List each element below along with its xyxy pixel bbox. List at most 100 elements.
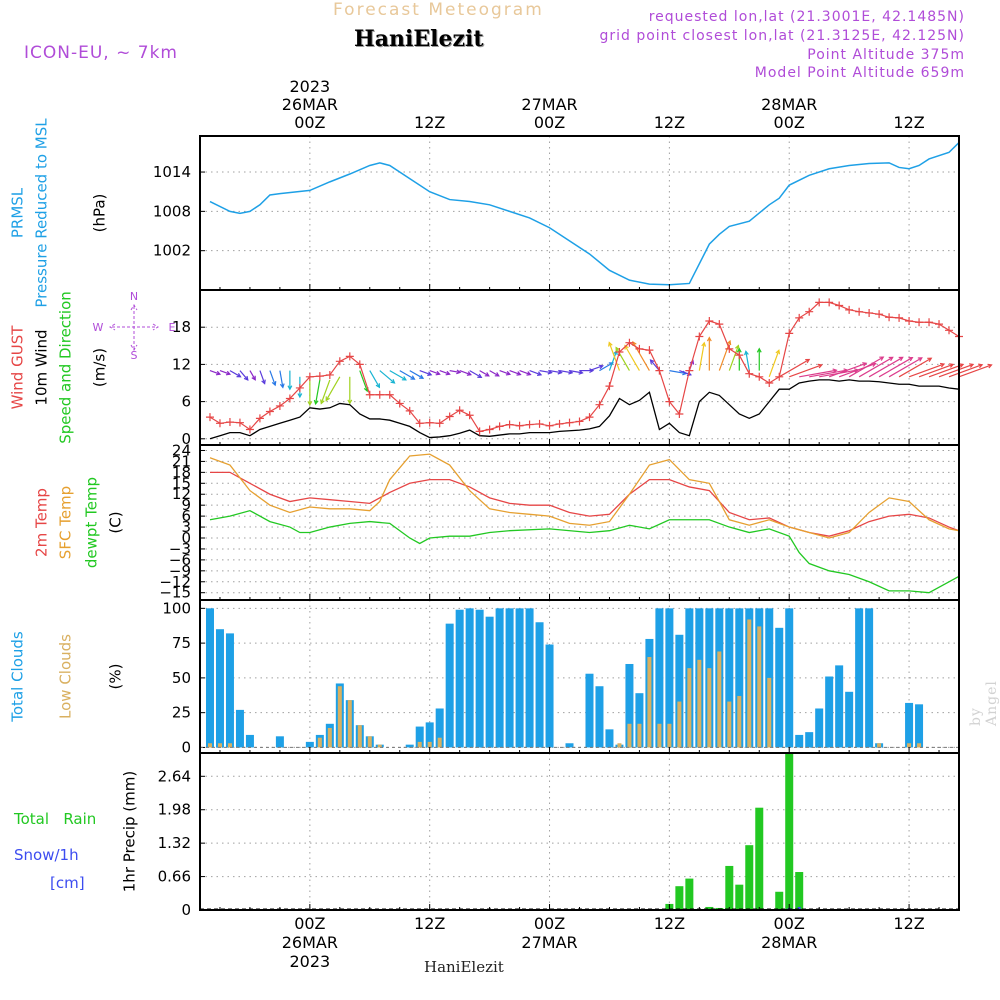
wind-arrow-head xyxy=(756,347,762,353)
wind-arrow-head xyxy=(589,368,595,374)
wind-gust-marker xyxy=(775,372,784,381)
low-cloud-bar xyxy=(717,651,722,748)
wind-arrow xyxy=(469,370,482,378)
wind-arrow xyxy=(608,342,621,371)
wind-arrow xyxy=(848,356,884,378)
wind-arrow xyxy=(918,363,954,378)
low-cloud-bar xyxy=(647,657,652,748)
low-cloud-bar xyxy=(917,743,922,748)
model-altitude: Model Point Altitude 659m xyxy=(754,65,965,81)
wind-arrow xyxy=(728,345,739,371)
total-cloud-bar xyxy=(805,732,814,748)
wind-speed-line xyxy=(209,379,960,440)
wind-gust-marker xyxy=(725,344,734,353)
wind-gust-marker xyxy=(675,410,684,418)
low-cloud-bar xyxy=(217,743,222,748)
wind-arrow-head xyxy=(608,341,613,347)
wind-gust-marker xyxy=(445,412,454,421)
wind-arrow xyxy=(429,370,440,375)
low-cloud-bar xyxy=(747,619,752,748)
low-cloud-bar xyxy=(207,743,212,748)
pressure-line xyxy=(209,142,960,286)
wind-arrow xyxy=(449,370,461,374)
wind-arrow xyxy=(799,369,837,378)
wind-arrow-head xyxy=(279,383,285,389)
panel-frame xyxy=(199,444,960,601)
wind-arrow-head xyxy=(445,370,451,376)
bottom-time-label: 2023 xyxy=(289,952,330,971)
wind-arrow xyxy=(379,370,395,384)
rain-bar xyxy=(755,807,764,910)
wind-gust-marker xyxy=(805,307,814,316)
wind-arrow-head xyxy=(689,359,695,365)
wind-gust-marker xyxy=(885,313,894,322)
top-year-label: 2023 xyxy=(289,77,330,96)
wind-arrow xyxy=(315,379,321,404)
wind-arrow-head xyxy=(726,339,732,346)
wind-arrow-head xyxy=(898,356,904,362)
wind-arrow-head xyxy=(649,359,655,365)
wind-arrow xyxy=(219,370,231,375)
wind-arrow xyxy=(479,370,490,377)
y-tick-label: 3 xyxy=(181,518,191,536)
wind-gust-marker xyxy=(535,419,544,428)
wind-gust-marker xyxy=(895,313,904,322)
temp-2m-line xyxy=(209,471,960,537)
y-axis-label: (m/s) xyxy=(91,348,109,387)
wind-arrow-head xyxy=(320,399,325,405)
y-axis-label: 1hr Precip (mm) xyxy=(121,771,139,892)
low-cloud-bar xyxy=(907,743,912,748)
total-cloud-bar xyxy=(855,608,864,748)
wind-arrow-head xyxy=(401,376,407,381)
wind-gust-marker xyxy=(925,318,934,327)
wind-arrow xyxy=(878,357,913,378)
wind-arrow-head xyxy=(347,399,353,405)
top-time-label: 12Z xyxy=(414,113,445,132)
wind-arrow-head xyxy=(706,336,712,342)
low-cloud-bar xyxy=(707,668,712,748)
wind-arrow-head xyxy=(236,372,242,378)
total-cloud-bar xyxy=(475,609,484,748)
wind-arrow-head xyxy=(536,371,543,376)
wind-arrow-head xyxy=(735,344,740,350)
wind-gust-marker xyxy=(315,372,324,381)
wind-arrow-head xyxy=(477,373,483,378)
wind-gust-marker xyxy=(765,379,774,387)
wind-arrow xyxy=(669,370,687,375)
wind-arrow-head xyxy=(325,396,330,402)
y-axis-label: (C) xyxy=(107,511,125,533)
wind-gust-marker xyxy=(875,310,884,319)
total-cloud-bar xyxy=(545,644,554,748)
wind-gust-marker xyxy=(225,418,234,427)
low-cloud-bar xyxy=(377,744,382,748)
wind-gust-marker xyxy=(375,390,384,399)
legend-snow: Snow/1h xyxy=(14,846,79,864)
low-cloud-bar xyxy=(667,723,672,748)
wind-gust-marker xyxy=(645,346,654,355)
wind-gust-marker xyxy=(305,372,314,381)
total-cloud-bar xyxy=(675,634,684,748)
wind-arrow xyxy=(399,370,415,380)
wind-gust-marker xyxy=(465,411,474,420)
total-cloud-bar xyxy=(845,691,854,748)
wind-arrow xyxy=(259,370,266,384)
wind-arrow xyxy=(320,379,331,404)
wind-gust-marker xyxy=(485,425,494,434)
total-cloud-bar xyxy=(275,736,284,748)
wind-gust-marker xyxy=(395,399,404,408)
grid-point-coords: grid point closest lon,lat (21.3125E, 42… xyxy=(599,28,965,44)
wind-arrow-head xyxy=(927,357,933,362)
low-cloud-bar xyxy=(437,737,442,748)
wind-arrow-head xyxy=(243,375,249,381)
wind-arrow xyxy=(239,370,249,381)
y-axis-label: Pressure Reduced to MSL xyxy=(33,118,51,308)
wind-gust-marker xyxy=(405,406,414,415)
low-cloud-bar xyxy=(697,659,702,748)
wind-arrow xyxy=(539,370,552,374)
wind-gust-marker xyxy=(735,351,744,360)
model-name: ICON-EU, ~ 7km xyxy=(24,43,178,63)
y-tick-label: 1.98 xyxy=(158,801,191,819)
wind-arrow xyxy=(789,364,822,378)
y-axis-label: Speed and Direction xyxy=(57,291,75,444)
y-tick-label: 24 xyxy=(172,441,191,459)
